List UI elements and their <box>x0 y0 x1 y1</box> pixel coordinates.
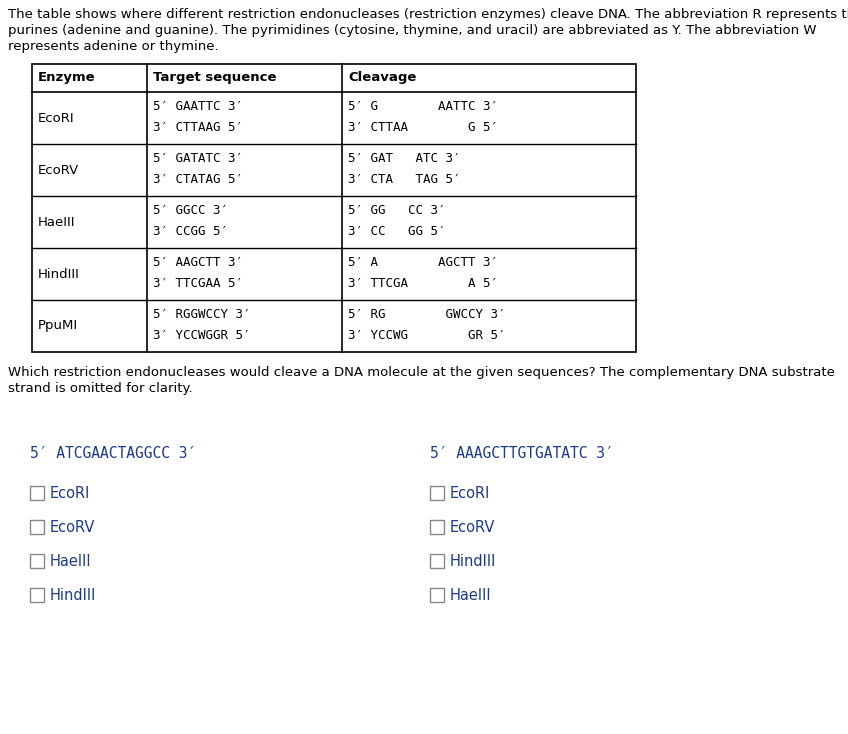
Text: 3′ YCCWGGR 5′: 3′ YCCWGGR 5′ <box>153 329 250 342</box>
Text: EcoRI: EcoRI <box>50 485 91 501</box>
Text: 5′ GGCC 3′: 5′ GGCC 3′ <box>153 204 228 217</box>
Text: HaeIII: HaeIII <box>450 587 492 603</box>
Bar <box>430 520 444 534</box>
Text: HaeIII: HaeIII <box>38 216 75 228</box>
Text: HindIII: HindIII <box>450 553 496 569</box>
Text: 5′ RGGWCCY 3′: 5′ RGGWCCY 3′ <box>153 308 250 321</box>
Text: 5′ GAATTC 3′: 5′ GAATTC 3′ <box>153 100 243 113</box>
Text: EcoRV: EcoRV <box>38 164 79 176</box>
Bar <box>30 554 44 568</box>
Text: EcoRI: EcoRI <box>38 112 75 125</box>
Text: 3′ CTTAA        G 5′: 3′ CTTAA G 5′ <box>348 121 498 134</box>
Text: 5′ AAGCTT 3′: 5′ AAGCTT 3′ <box>153 256 243 269</box>
Text: 3′ CC   GG 5′: 3′ CC GG 5′ <box>348 225 445 238</box>
Text: 3′ TTCGAA 5′: 3′ TTCGAA 5′ <box>153 277 243 290</box>
Bar <box>430 554 444 568</box>
Bar <box>30 486 44 500</box>
Text: EcoRI: EcoRI <box>450 485 490 501</box>
Text: 3′ TTCGA        A 5′: 3′ TTCGA A 5′ <box>348 277 498 290</box>
Text: HaeIII: HaeIII <box>50 553 92 569</box>
Text: Enzyme: Enzyme <box>38 71 96 84</box>
Text: 5′ ATCGAACTAGGCC 3′: 5′ ATCGAACTAGGCC 3′ <box>30 446 196 461</box>
Text: 5′ GAT   ATC 3′: 5′ GAT ATC 3′ <box>348 152 460 165</box>
Text: HindIII: HindIII <box>38 267 80 280</box>
Bar <box>430 486 444 500</box>
Text: 5′ AAAGCTTGTGATATC 3′: 5′ AAAGCTTGTGATATC 3′ <box>430 446 614 461</box>
Text: EcoRV: EcoRV <box>50 520 95 534</box>
Text: 5′ RG        GWCCY 3′: 5′ RG GWCCY 3′ <box>348 308 505 321</box>
Text: PpuMI: PpuMI <box>38 319 78 333</box>
Text: Which restriction endonucleases would cleave a DNA molecule at the given sequenc: Which restriction endonucleases would cl… <box>8 366 835 379</box>
Text: represents adenine or thymine.: represents adenine or thymine. <box>8 40 219 53</box>
Text: HindIII: HindIII <box>50 587 97 603</box>
Text: 3′ CTA   TAG 5′: 3′ CTA TAG 5′ <box>348 173 460 186</box>
Text: 5′ A        AGCTT 3′: 5′ A AGCTT 3′ <box>348 256 498 269</box>
Text: Cleavage: Cleavage <box>348 71 416 84</box>
Bar <box>30 520 44 534</box>
Bar <box>32 64 636 352</box>
Text: 3′ CTATAG 5′: 3′ CTATAG 5′ <box>153 173 243 186</box>
Text: strand is omitted for clarity.: strand is omitted for clarity. <box>8 382 192 395</box>
Text: Target sequence: Target sequence <box>153 71 276 84</box>
Text: 3′ CCGG 5′: 3′ CCGG 5′ <box>153 225 228 238</box>
Text: EcoRV: EcoRV <box>450 520 495 534</box>
Bar <box>30 588 44 602</box>
Text: purines (adenine and guanine). The pyrimidines (cytosine, thymine, and uracil) a: purines (adenine and guanine). The pyrim… <box>8 24 817 37</box>
Bar <box>430 588 444 602</box>
Text: 5′ GATATC 3′: 5′ GATATC 3′ <box>153 152 243 165</box>
Text: 3′ YCCWG        GR 5′: 3′ YCCWG GR 5′ <box>348 329 505 342</box>
Text: The table shows where different restriction endonucleases (restriction enzymes) : The table shows where different restrict… <box>8 8 848 21</box>
Text: 5′ G        AATTC 3′: 5′ G AATTC 3′ <box>348 100 498 113</box>
Text: 3′ CTTAAG 5′: 3′ CTTAAG 5′ <box>153 121 243 134</box>
Text: 5′ GG   CC 3′: 5′ GG CC 3′ <box>348 204 445 217</box>
